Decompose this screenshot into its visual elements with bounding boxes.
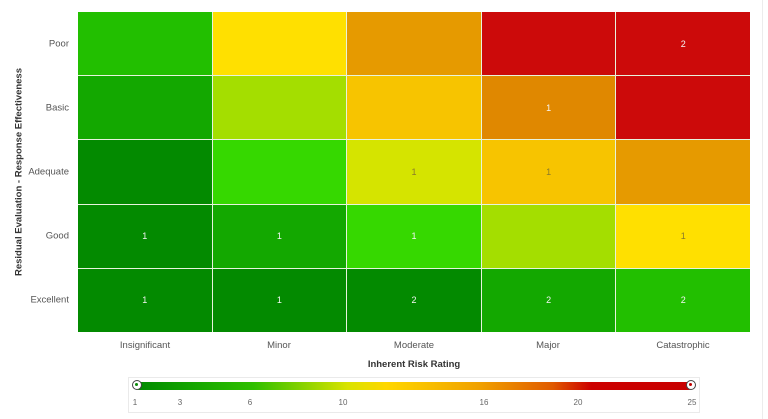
heatmap-cell[interactable] <box>481 12 616 76</box>
heatmap-cell[interactable] <box>212 76 347 140</box>
color-scale-legend <box>128 377 700 413</box>
y-label-basic: Basic <box>45 102 69 114</box>
y-label-adequate: Adequate <box>28 166 69 178</box>
y-label-good: Good <box>45 230 69 242</box>
heatmap-cell[interactable] <box>347 76 481 140</box>
panel-divider <box>762 0 763 419</box>
heatmap-grid: 2 1 1 1 1 1 1 1 1 1 2 2 2 <box>78 12 750 332</box>
heatmap-cell[interactable]: 1 <box>212 204 347 268</box>
heatmap-cell[interactable]: 1 <box>78 204 212 268</box>
heatmap-cell[interactable]: 1 <box>481 140 616 204</box>
heatmap-cell[interactable]: 1 <box>347 204 481 268</box>
x-label-major: Major <box>536 340 560 351</box>
heatmap-cell[interactable] <box>212 12 347 76</box>
heatmap-cell[interactable]: 1 <box>616 204 750 268</box>
heatmap-cell[interactable]: 2 <box>347 268 481 332</box>
heatmap-cell[interactable]: 2 <box>481 268 616 332</box>
legend-tick: 6 <box>247 398 253 407</box>
legend-tick: 16 <box>479 398 489 407</box>
legend-tick: 1 <box>132 398 138 407</box>
heatmap-cell[interactable]: 1 <box>212 268 347 332</box>
heatmap-cell[interactable] <box>481 204 616 268</box>
y-axis-title: Residual Evaluation - Response Effective… <box>13 67 25 277</box>
heatmap-cell[interactable] <box>78 12 212 76</box>
legend-tick: 10 <box>338 398 348 407</box>
legend-max-handle[interactable] <box>686 380 696 390</box>
legend-tick: 25 <box>687 398 697 407</box>
y-label-poor: Poor <box>48 38 69 50</box>
heatmap-cell[interactable] <box>78 76 212 140</box>
heatmap-cell[interactable]: 1 <box>481 76 616 140</box>
heatmap-cell[interactable]: 2 <box>616 12 750 76</box>
legend-tick: 20 <box>573 398 583 407</box>
x-label-insignificant: Insignificant <box>119 340 171 351</box>
x-label-catastrophic: Catastrophic <box>656 340 710 351</box>
heatmap-cell[interactable]: 2 <box>616 268 750 332</box>
heatmap-cell[interactable] <box>616 76 750 140</box>
legend-min-handle[interactable] <box>132 380 142 390</box>
y-label-excellent: Excellent <box>30 294 69 306</box>
color-scale-bar[interactable] <box>137 382 691 390</box>
heatmap-cell[interactable] <box>347 12 481 76</box>
heatmap-cell[interactable] <box>78 140 212 204</box>
x-label-moderate: Moderate <box>393 340 435 351</box>
x-label-minor: Minor <box>267 340 291 351</box>
legend-tick: 3 <box>177 398 183 407</box>
heatmap-cell[interactable] <box>212 140 347 204</box>
heatmap-cell[interactable] <box>616 140 750 204</box>
heatmap-cell[interactable]: 1 <box>347 140 481 204</box>
heatmap-cell[interactable]: 1 <box>78 268 212 332</box>
x-axis-title: Inherent Risk Rating <box>367 359 461 370</box>
